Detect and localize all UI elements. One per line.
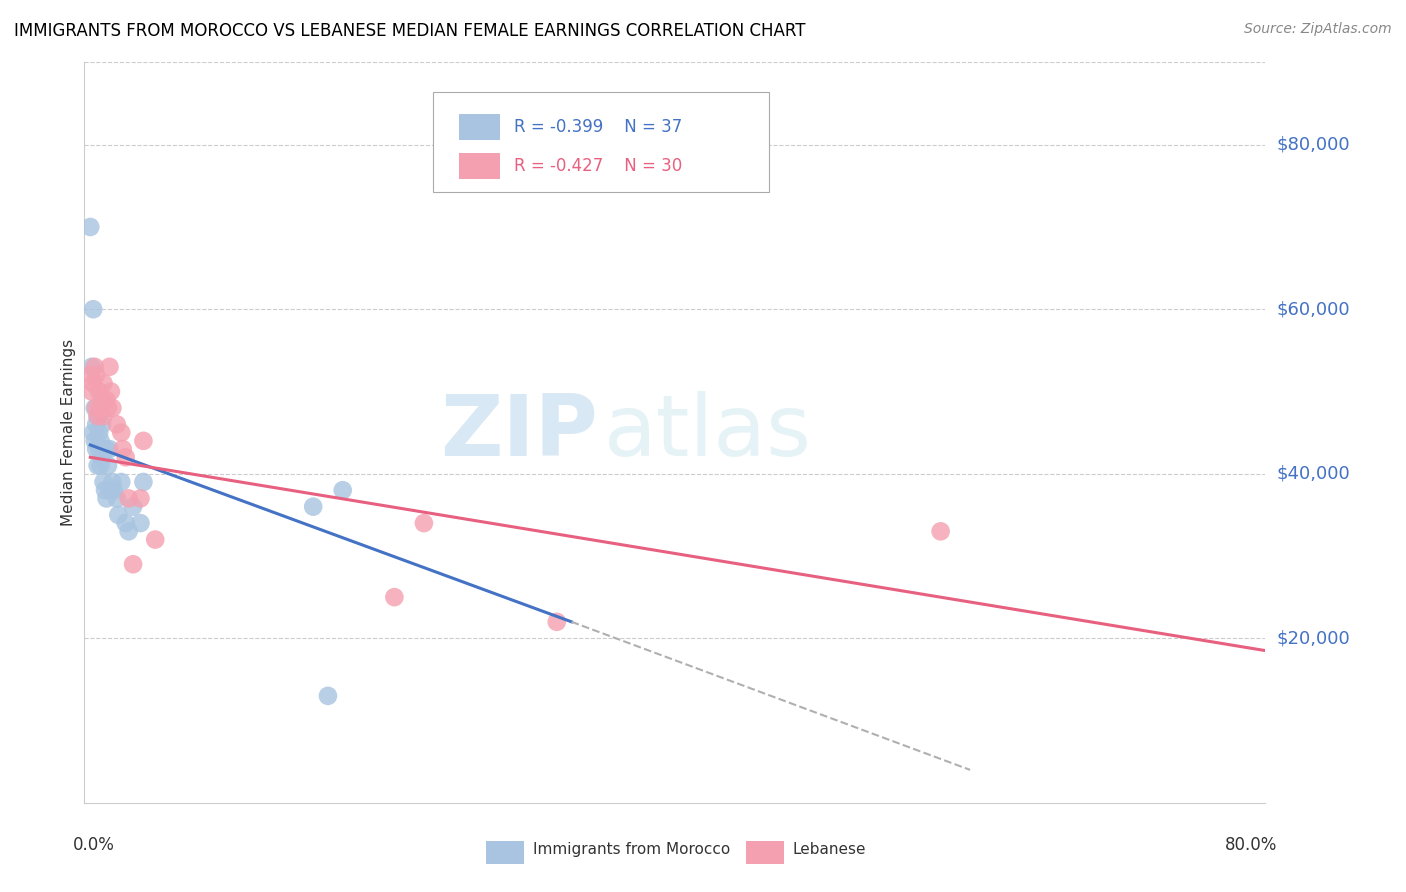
Text: $40,000: $40,000: [1277, 465, 1350, 483]
Point: [79, 368, 101, 382]
Point: [114, 450, 136, 465]
Point: [86, 458, 108, 473]
Point: [84, 417, 107, 432]
Point: [93, 376, 115, 391]
Text: ZIP: ZIP: [440, 391, 598, 475]
Text: $60,000: $60,000: [1277, 301, 1350, 318]
Text: R = -0.427    N = 30: R = -0.427 N = 30: [515, 157, 682, 175]
FancyBboxPatch shape: [458, 153, 501, 178]
Text: IMMIGRANTS FROM MOROCCO VS LEBANESE MEDIAN FEMALE EARNINGS CORRELATION CHART: IMMIGRANTS FROM MOROCCO VS LEBANESE MEDI…: [14, 22, 806, 40]
Point: [107, 508, 129, 522]
Text: $20,000: $20,000: [1277, 629, 1350, 648]
Point: [91, 450, 114, 465]
Point: [90, 458, 112, 473]
Point: [111, 442, 134, 456]
Point: [105, 491, 128, 506]
Point: [98, 442, 121, 456]
Point: [80, 359, 103, 374]
Point: [413, 516, 436, 530]
Point: [105, 417, 128, 432]
Point: [90, 434, 112, 448]
Point: [96, 392, 118, 407]
Point: [86, 409, 108, 424]
Point: [86, 409, 108, 424]
Point: [82, 425, 104, 440]
Point: [929, 524, 952, 539]
Point: [84, 401, 107, 415]
Point: [96, 442, 118, 456]
Point: [332, 483, 354, 498]
Text: 0.0%: 0.0%: [73, 836, 114, 855]
Point: [82, 302, 104, 317]
Point: [79, 219, 101, 234]
Point: [122, 558, 145, 572]
Point: [96, 491, 118, 506]
Point: [91, 417, 114, 432]
Point: [93, 442, 115, 456]
Point: [97, 401, 120, 415]
Point: [83, 434, 105, 448]
Text: Immigrants from Morocco: Immigrants from Morocco: [533, 842, 730, 857]
Point: [132, 475, 155, 489]
Point: [87, 384, 111, 399]
Point: [87, 425, 111, 440]
Point: [98, 359, 121, 374]
Point: [302, 500, 325, 514]
FancyBboxPatch shape: [433, 92, 769, 192]
Text: atlas: atlas: [605, 391, 813, 475]
Text: Source: ZipAtlas.com: Source: ZipAtlas.com: [1244, 22, 1392, 37]
Point: [118, 524, 141, 539]
Point: [546, 615, 568, 629]
Text: 80.0%: 80.0%: [1225, 836, 1277, 855]
Point: [83, 401, 105, 415]
Point: [129, 491, 152, 506]
FancyBboxPatch shape: [486, 840, 523, 864]
Point: [82, 376, 104, 391]
Point: [110, 475, 132, 489]
Point: [316, 689, 339, 703]
Point: [84, 442, 107, 456]
Point: [94, 483, 117, 498]
Point: [100, 384, 122, 399]
Point: [93, 409, 115, 424]
Point: [118, 491, 141, 506]
FancyBboxPatch shape: [745, 840, 783, 864]
Point: [84, 368, 107, 382]
Point: [83, 359, 105, 374]
Point: [110, 425, 132, 440]
Point: [97, 458, 120, 473]
Point: [100, 483, 122, 498]
Point: [129, 516, 152, 530]
Point: [132, 434, 155, 448]
Point: [80, 384, 103, 399]
Point: [101, 475, 124, 489]
Point: [114, 516, 136, 530]
Point: [103, 483, 125, 498]
FancyBboxPatch shape: [458, 114, 501, 140]
Y-axis label: Median Female Earnings: Median Female Earnings: [60, 339, 76, 526]
Point: [143, 533, 166, 547]
Point: [382, 590, 406, 604]
Point: [87, 442, 111, 456]
Point: [101, 401, 124, 415]
Text: $80,000: $80,000: [1277, 136, 1350, 153]
Text: Lebanese: Lebanese: [793, 842, 866, 857]
Point: [93, 475, 115, 489]
Point: [90, 401, 112, 415]
Text: R = -0.399    N = 37: R = -0.399 N = 37: [515, 118, 682, 136]
Point: [122, 500, 145, 514]
Point: [91, 392, 114, 407]
